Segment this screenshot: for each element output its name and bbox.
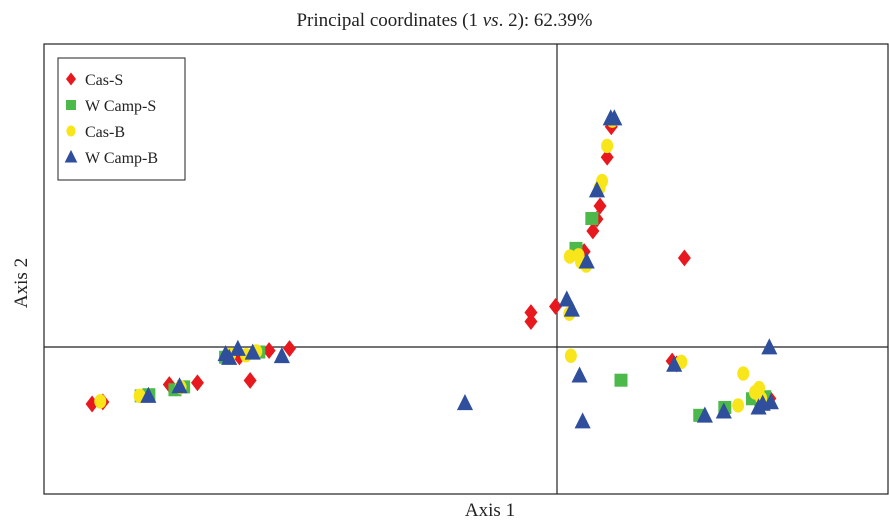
chart-title: Principal coordinates (1 vs. 2): 62.39% — [0, 10, 889, 32]
point-w-camp-b-6 — [273, 346, 290, 364]
point-cas-s-9 — [524, 304, 538, 321]
point-w-camp-b-5 — [244, 343, 261, 360]
point-w-camp-b-15 — [571, 366, 588, 383]
point-cas-s-10 — [549, 298, 563, 315]
legend-label-w-camp-b: W Camp-B — [85, 150, 158, 167]
point-w-camp-b-10 — [578, 252, 595, 269]
point-w-camp-b-1 — [171, 377, 188, 394]
point-cas-s-7 — [283, 340, 297, 357]
point-cas-b-0 — [94, 394, 107, 409]
point-w-camp-b-16 — [666, 355, 683, 372]
point-cas-s-14 — [593, 197, 607, 215]
point-cas-s-6 — [262, 342, 276, 360]
point-w-camp-b-7 — [456, 394, 474, 411]
point-w-camp-b-18 — [715, 402, 732, 419]
point-w-camp-b-11 — [588, 181, 605, 198]
legend-marker-cas-b — [66, 125, 76, 137]
point-w-camp-b-0 — [140, 386, 157, 403]
point-cas-b-6 — [564, 348, 577, 364]
legend-marker-w-camp-b — [64, 149, 78, 163]
point-w-camp-b-3 — [229, 339, 246, 356]
point-w-camp-b-8 — [558, 290, 575, 307]
point-w-camp-b-13 — [602, 109, 619, 126]
chart-title-vs: vs — [482, 10, 499, 31]
plot-frame — [43, 43, 889, 495]
legend-label-w-camp-s: W Camp-S — [85, 98, 156, 115]
point-w-camp-s-7 — [585, 211, 599, 225]
legend-label-cas-b: Cas-B — [85, 124, 125, 141]
point-cas-s-12 — [586, 222, 600, 240]
legend-box — [57, 57, 186, 181]
point-cas-b-7 — [563, 249, 576, 264]
point-cas-s-17 — [677, 249, 691, 267]
point-cas-s-15 — [600, 148, 614, 166]
point-w-camp-b-14 — [574, 412, 591, 429]
legend-marker-cas-s — [66, 72, 76, 86]
point-w-camp-b-9 — [563, 300, 580, 317]
point-cas-s-4 — [243, 372, 257, 389]
points-layer — [85, 109, 779, 429]
point-cas-b-14 — [601, 138, 614, 154]
point-cas-b-18 — [737, 366, 750, 381]
point-w-camp-s-8 — [614, 373, 628, 387]
legend-marker-w-camp-s — [66, 100, 76, 110]
chart-title-suffix: . 2): 62.39% — [498, 10, 593, 31]
point-w-camp-b-4 — [217, 344, 234, 362]
legend-label-cas-s: Cas-S — [85, 72, 123, 89]
chart-title-prefix: Principal coordinates (1 — [296, 10, 483, 31]
point-cas-b-17 — [732, 398, 745, 413]
legend: Cas-S W Camp-S Cas-B W Camp-B — [57, 57, 186, 181]
point-w-camp-b-20 — [762, 393, 779, 410]
legend-markers — [64, 72, 78, 163]
point-w-camp-b-17 — [696, 406, 713, 423]
point-cas-s-3 — [190, 374, 204, 392]
y-axis-label: Axis 2 — [11, 258, 32, 308]
point-w-camp-b-22 — [761, 338, 778, 355]
x-axis-label: Axis 1 — [465, 500, 515, 521]
point-cas-s-8 — [524, 313, 538, 330]
point-cas-b-13 — [596, 173, 609, 189]
point-w-camp-b-21 — [750, 398, 767, 415]
